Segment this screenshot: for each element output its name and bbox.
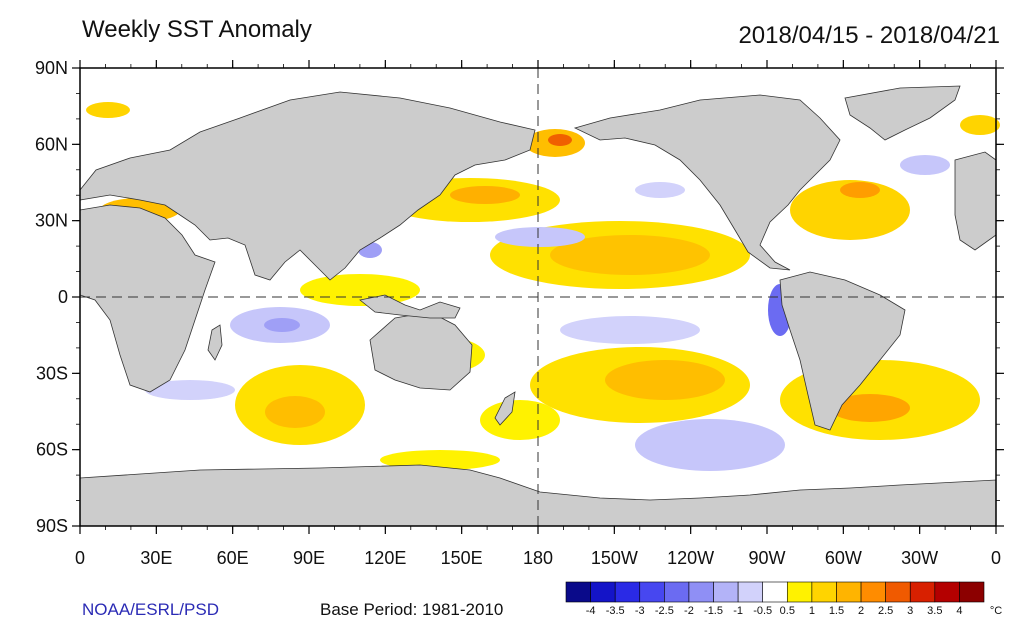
colorbar-tick-label: 1 bbox=[809, 605, 815, 617]
latitude-axis: 90N 60N 30N 0 30S 60S 90S bbox=[35, 58, 1004, 536]
northern-europe-land bbox=[954, 151, 997, 251]
colorbar-unit: °C bbox=[990, 605, 1002, 617]
base-period-label: Base Period: 1981-2010 bbox=[320, 600, 504, 619]
colorbar-tick-label: -2 bbox=[684, 605, 694, 617]
lon-label: 90W bbox=[748, 548, 785, 568]
colorbar-swatch bbox=[639, 581, 665, 603]
africa-land bbox=[79, 204, 216, 393]
lat-label: 90S bbox=[36, 516, 68, 536]
map-title: Weekly SST Anomaly bbox=[82, 16, 312, 43]
colorbar-swatch bbox=[614, 581, 641, 603]
lat-label: 60S bbox=[36, 440, 68, 460]
colorbar-tick-label: -0.5 bbox=[753, 605, 772, 617]
lat-label: 30S bbox=[36, 363, 68, 383]
colorbar-tick-label: 1.5 bbox=[829, 605, 844, 617]
lon-label: 0 bbox=[991, 548, 1001, 568]
maritime-continent-land bbox=[359, 294, 461, 319]
lat-label: 90N bbox=[35, 58, 68, 78]
colorbar-swatch bbox=[959, 581, 985, 603]
colorbar-tick-label: -2.5 bbox=[655, 605, 674, 617]
madagascar-land bbox=[207, 324, 223, 361]
colorbar-swatch bbox=[590, 581, 616, 603]
colorbar-swatch bbox=[860, 581, 886, 603]
lon-label: 60E bbox=[217, 548, 249, 568]
longitude-axis: 0 30E 60E 90E 120E 150E 180 150W 120W 90W 60W 30W 0 bbox=[75, 60, 1001, 568]
lat-label: 0 bbox=[58, 287, 68, 307]
lon-label: 90E bbox=[293, 548, 325, 568]
colorbar-swatch bbox=[836, 581, 862, 603]
colorbar: -4 -3.5 -3 -2.5 -2 -1.5 -1 -0.5 0.5 1 1.5 2 2.5 3 3.5 4… bbox=[565, 581, 1002, 617]
colorbar-swatch bbox=[934, 581, 960, 603]
colorbar-tick-label: 4 bbox=[956, 605, 962, 617]
land-masses bbox=[79, 85, 997, 527]
lon-label: 60W bbox=[825, 548, 862, 568]
colorbar-swatch bbox=[664, 581, 690, 603]
colorbar-swatch bbox=[811, 581, 837, 603]
new-zealand-land bbox=[494, 391, 516, 426]
lon-label: 30W bbox=[901, 548, 938, 568]
cool-anomaly-regions bbox=[145, 155, 950, 471]
lon-label: 150W bbox=[591, 548, 638, 568]
colorbar-tick-label: -4 bbox=[586, 605, 596, 617]
lon-label: 180 bbox=[523, 548, 553, 568]
colorbar-tick-label: 2 bbox=[858, 605, 864, 617]
colorbar-swatch bbox=[688, 581, 714, 603]
colorbar-swatch bbox=[786, 581, 813, 603]
colorbar-swatch bbox=[737, 581, 764, 603]
colorbar-swatch bbox=[713, 581, 739, 603]
north-america-land bbox=[573, 94, 841, 271]
colorbar-tick-label: -3.5 bbox=[606, 605, 625, 617]
lon-label: 120W bbox=[667, 548, 714, 568]
lon-label: 120E bbox=[364, 548, 406, 568]
colorbar-tick-label: -3 bbox=[635, 605, 645, 617]
colorbar-tick-label: -1.5 bbox=[704, 605, 723, 617]
lon-label: 150E bbox=[441, 548, 483, 568]
eurasia-land bbox=[79, 91, 536, 281]
colorbar-swatch bbox=[565, 581, 591, 603]
colorbar-swatch bbox=[885, 581, 911, 603]
lon-label: 0 bbox=[75, 548, 85, 568]
colorbar-tick-label: -1 bbox=[733, 605, 743, 617]
credit-label: NOAA/ESRL/PSD bbox=[82, 600, 219, 619]
colorbar-tick-label: 3.5 bbox=[927, 605, 942, 617]
lon-label: 30E bbox=[140, 548, 172, 568]
lat-label: 30N bbox=[35, 211, 68, 231]
colorbar-swatch bbox=[762, 581, 788, 603]
date-range: 2018/04/15 - 2018/04/21 bbox=[738, 22, 1000, 49]
south-america-land bbox=[779, 271, 906, 431]
greenland-land bbox=[844, 85, 961, 141]
colorbar-tick-label: 0.5 bbox=[780, 605, 795, 617]
colorbar-tick-label: 3 bbox=[907, 605, 913, 617]
colorbar-tick-label: 2.5 bbox=[878, 605, 893, 617]
colorbar-swatch bbox=[909, 581, 936, 603]
lat-label: 60N bbox=[35, 134, 68, 154]
